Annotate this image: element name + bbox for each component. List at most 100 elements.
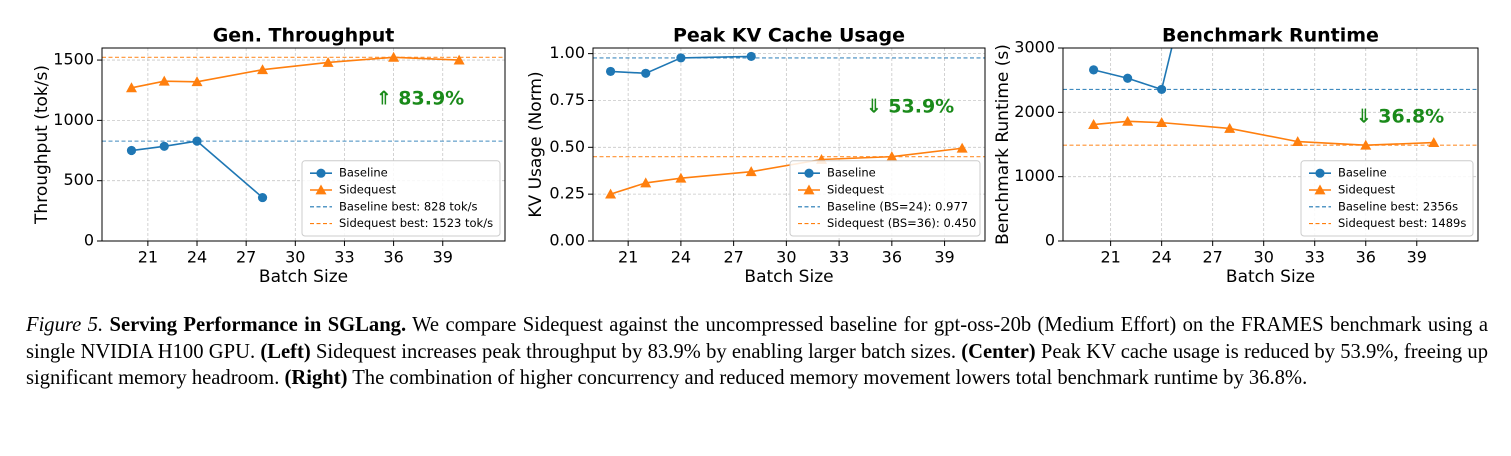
y-tick-label: 1500 <box>53 50 94 69</box>
caption-label: (Right) <box>284 367 348 390</box>
y-tick-label: 2000 <box>1014 102 1055 121</box>
y-tick-label: 1000 <box>1014 166 1055 185</box>
y-axis-label: Throughput (tok/s) <box>32 65 52 225</box>
x-tick-label: 33 <box>1305 248 1325 267</box>
legend-label: Sidequest <box>339 183 397 197</box>
marker <box>1122 115 1134 126</box>
x-tick-label: 36 <box>383 248 403 267</box>
x-tick-label: 21 <box>1100 248 1120 267</box>
marker <box>125 82 137 93</box>
y-tick-label: 0 <box>1045 231 1055 250</box>
x-tick-label: 30 <box>776 248 796 267</box>
marker <box>1224 122 1236 133</box>
y-axis-label: KV Usage (Norm) <box>526 71 546 217</box>
marker <box>1292 136 1304 147</box>
marker <box>676 53 686 63</box>
legend-label: Sidequest <box>827 183 885 197</box>
marker <box>1089 65 1099 75</box>
axes-frame <box>592 47 986 242</box>
legend-label: Sidequest best: 1523 tok/s <box>339 216 493 230</box>
x-tick-label: 33 <box>829 248 849 267</box>
y-tick-label: 3000 <box>1014 38 1055 57</box>
x-tick-label: 30 <box>1254 248 1274 267</box>
x-tick-label: 30 <box>285 248 305 267</box>
marker <box>191 76 203 87</box>
chart-title: Benchmark Runtime <box>1162 25 1379 47</box>
marker <box>1123 73 1133 83</box>
x-tick-label: 27 <box>1202 248 1222 267</box>
legend-label: Baseline best: 2356s <box>1338 199 1458 213</box>
marker <box>675 172 687 183</box>
plot-area <box>605 51 968 199</box>
annotation: ⇓ 36.8% <box>1356 106 1444 128</box>
annotation: ⇓ 53.9% <box>866 96 954 118</box>
x-tick-label: 21 <box>138 248 158 267</box>
legend-label: Baseline (BS=24): 0.977 <box>827 199 968 213</box>
marker <box>322 56 334 67</box>
x-tick-label: 39 <box>934 248 954 267</box>
x-tick-label: 24 <box>671 248 691 267</box>
marker <box>803 184 815 195</box>
figure: 0 500 1000 1500 21 24 27 30 33 36 39 Gen. Throughpu… <box>32 25 1479 287</box>
y-tick-label: 0.25 <box>549 184 585 203</box>
marker <box>1315 168 1325 178</box>
x-tick-label: 36 <box>882 248 902 267</box>
marker <box>605 188 617 199</box>
marker <box>158 75 170 86</box>
marker <box>1088 119 1100 129</box>
marker <box>1157 84 1167 95</box>
marker <box>886 151 898 162</box>
caption-label: (Left) <box>260 340 311 363</box>
x-tick-label: 27 <box>236 248 256 267</box>
x-tick-label: 33 <box>334 248 354 267</box>
plot-area <box>1088 48 1440 150</box>
marker <box>640 177 652 188</box>
caption-title: Serving Performance in SGLang. <box>109 314 407 336</box>
caption: Figure 5. Serving Performance in SGLang.… <box>26 312 1488 392</box>
caption-text: Sidequest increases peak throughput by 8… <box>315 340 956 363</box>
x-tick-label: 36 <box>1356 248 1376 267</box>
marker <box>745 166 757 177</box>
plot-area <box>125 51 465 203</box>
marker <box>315 184 327 195</box>
x-tick-label: 24 <box>187 248 207 267</box>
legend-label: Baseline <box>1338 166 1387 180</box>
legend-label: Sidequest best: 1489s <box>1338 216 1466 230</box>
x-tick-label: 24 <box>1151 248 1171 267</box>
marker <box>804 168 814 178</box>
marker <box>1428 137 1440 147</box>
marker <box>1360 139 1372 150</box>
y-tick-label: 0.75 <box>549 90 585 109</box>
legend-box <box>1300 160 1474 237</box>
caption-text: Peak KV cache usage is reduced by 53.9%,… <box>26 340 1489 390</box>
axes-frame <box>101 47 506 242</box>
caption-text: We compare Sidequest against the uncompr… <box>26 314 1488 363</box>
legend-label: Sidequest (BS=36): 0.450 <box>827 216 976 230</box>
legend-label: Baseline best: 828 tok/s <box>339 199 478 213</box>
y-tick-label: 0.00 <box>549 231 585 250</box>
legend-label: Baseline <box>339 166 388 180</box>
x-tick-label: 21 <box>618 248 638 267</box>
caption-label: Figure 5. <box>26 314 104 336</box>
annotation: ⇑ 83.9% <box>376 88 464 110</box>
marker <box>126 145 137 156</box>
series-line <box>1093 48 1173 91</box>
marker <box>257 192 268 203</box>
marker <box>159 141 169 151</box>
y-axis-label: Benchmark Runtime (s) <box>993 44 1013 245</box>
marker <box>956 142 968 153</box>
legend-label: Sidequest <box>1338 183 1396 197</box>
marker <box>316 168 326 178</box>
axes-frame <box>1062 47 1479 242</box>
marker <box>605 66 616 77</box>
legend-box <box>301 160 501 237</box>
x-axis-label: Batch Size <box>744 267 833 287</box>
x-axis-label: Batch Size <box>259 267 348 287</box>
marker <box>192 136 202 146</box>
y-tick-label: 0.50 <box>549 137 585 156</box>
y-tick-label: 1.00 <box>549 43 585 62</box>
legend-box <box>789 160 981 237</box>
caption-label: (Center) <box>961 340 1036 363</box>
legend-label: Baseline <box>827 166 876 180</box>
